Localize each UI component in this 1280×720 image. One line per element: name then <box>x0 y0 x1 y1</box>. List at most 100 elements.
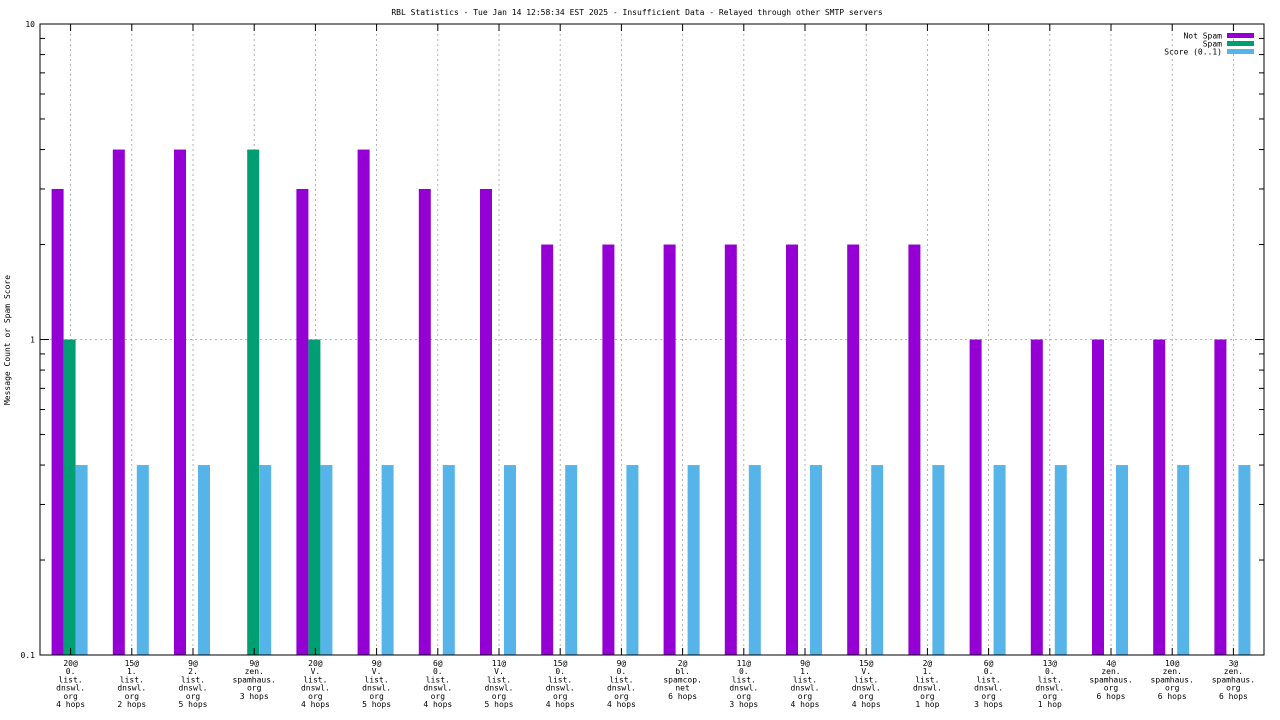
x-tick-label-line: org <box>369 692 384 701</box>
legend-swatch-spam <box>1227 41 1254 46</box>
bar-spam <box>308 339 321 655</box>
x-tick-label-line: dnswl. <box>485 684 514 693</box>
bar-not_spam <box>418 188 431 655</box>
x-tick-label-line: 0. <box>617 667 627 676</box>
x-tick-label-line: org <box>614 692 629 701</box>
x-tick-label-line: dnswl. <box>913 684 942 693</box>
x-tick-label-line: 10@ <box>1165 659 1180 668</box>
x-tick-label-line: list. <box>854 675 878 684</box>
bar-not_spam <box>908 244 921 656</box>
bar-spam <box>247 149 260 655</box>
x-tick-label-line: org <box>1165 684 1180 693</box>
x-tick-label-line: list. <box>59 675 83 684</box>
x-tick-label-line: list. <box>915 675 939 684</box>
legend-label-spam: Spam <box>1203 40 1222 49</box>
bar-score <box>993 465 1006 655</box>
bar-score <box>75 465 88 655</box>
x-tick-label-line: dnswl. <box>179 684 208 693</box>
x-tick-label-line: 5 hops <box>485 700 514 709</box>
x-tick-label-line: spamcop. <box>663 675 702 684</box>
x-tick-label-line: 4 hops <box>791 700 820 709</box>
x-tick-label-line: 2 hops <box>117 700 146 709</box>
bar-not_spam <box>541 244 554 656</box>
x-tick-label-line: 0. <box>1045 667 1055 676</box>
x-tick-label-line: org <box>247 684 262 693</box>
x-tick-label-line: 4 hops <box>301 700 330 709</box>
bar-score <box>1238 465 1251 655</box>
x-tick-label-line: 3 hops <box>974 700 1003 709</box>
x-tick-label-line: 11@ <box>737 659 752 668</box>
bar-score <box>810 465 822 655</box>
x-tick-label-line: org <box>492 692 507 701</box>
bar-score <box>565 465 578 655</box>
bar-not_spam <box>602 244 615 656</box>
x-tick-label-line: 9@ <box>800 659 810 668</box>
x-tick-label-line: 6 hops <box>668 692 697 701</box>
x-tick-label-line: 3 hops <box>240 692 269 701</box>
x-tick-label-line: list. <box>977 675 1001 684</box>
x-tick-label-line: list. <box>793 675 817 684</box>
x-tick-label-line: dnswl. <box>423 684 452 693</box>
bar-score <box>442 465 455 655</box>
x-tick-label-line: 1 hop <box>1038 700 1062 709</box>
x-tick-label-line: dnswl. <box>56 684 85 693</box>
x-tick-label-line: dnswl. <box>301 684 330 693</box>
x-tick-label-line: dnswl. <box>852 684 881 693</box>
x-tick-label-line: 3 hops <box>729 700 758 709</box>
x-tick-label-line: dnswl. <box>1035 684 1064 693</box>
x-tick-label-line: 1 hop <box>915 700 939 709</box>
x-tick-label-line: V. <box>372 667 382 676</box>
x-tick-label-line: list. <box>732 675 756 684</box>
bar-score <box>1116 465 1128 655</box>
x-tick-label-line: 13@ <box>1043 659 1058 668</box>
x-tick-label-line: list. <box>365 675 389 684</box>
x-tick-label-line: 2@ <box>678 659 688 668</box>
x-tick-label-line: org <box>553 692 568 701</box>
x-tick-label-line: 3@ <box>1229 659 1239 668</box>
bar-score <box>1054 465 1067 655</box>
x-tick-label-line: 4@ <box>1106 659 1116 668</box>
x-tick-label-line: org <box>186 692 201 701</box>
legend-swatch-not_spam <box>1227 33 1254 38</box>
x-tick-label-line: list. <box>120 675 144 684</box>
x-tick-label-line: 9@ <box>372 659 382 668</box>
x-tick-label-line: list. <box>426 675 450 684</box>
x-tick-label-line: 0. <box>66 667 76 676</box>
x-tick-label-line: list. <box>487 675 511 684</box>
x-tick-label-line: 1. <box>923 667 933 676</box>
x-tick-label-line: dnswl. <box>729 684 758 693</box>
x-tick-label-line: net <box>675 684 690 693</box>
x-tick-label-line: org <box>920 692 935 701</box>
x-tick-label-line: 4 hops <box>607 700 636 709</box>
bars-layer <box>51 149 1251 656</box>
x-tick-label-line: dnswl. <box>607 684 636 693</box>
x-tick-label-line: 15@ <box>859 659 874 668</box>
x-tick-label-line: zen. <box>245 667 264 676</box>
x-tick-label-line: list. <box>548 675 572 684</box>
bar-score <box>1177 465 1190 655</box>
x-tick-label-line: zen. <box>1224 667 1243 676</box>
x-tick-label-line: spamhaus. <box>1212 675 1255 684</box>
x-tick-label-line: list. <box>1038 675 1062 684</box>
x-tick-label-line: spamhaus. <box>1089 675 1132 684</box>
bar-not_spam <box>1153 339 1166 655</box>
x-tick-label-line: 0. <box>739 667 749 676</box>
bar-not_spam <box>357 149 370 655</box>
y-tick-label: 0.1 <box>21 651 36 660</box>
x-tick-label-line: dnswl. <box>974 684 1003 693</box>
bar-score <box>320 465 333 655</box>
bar-score <box>198 465 210 655</box>
x-tick-label-line: org <box>125 692 140 701</box>
